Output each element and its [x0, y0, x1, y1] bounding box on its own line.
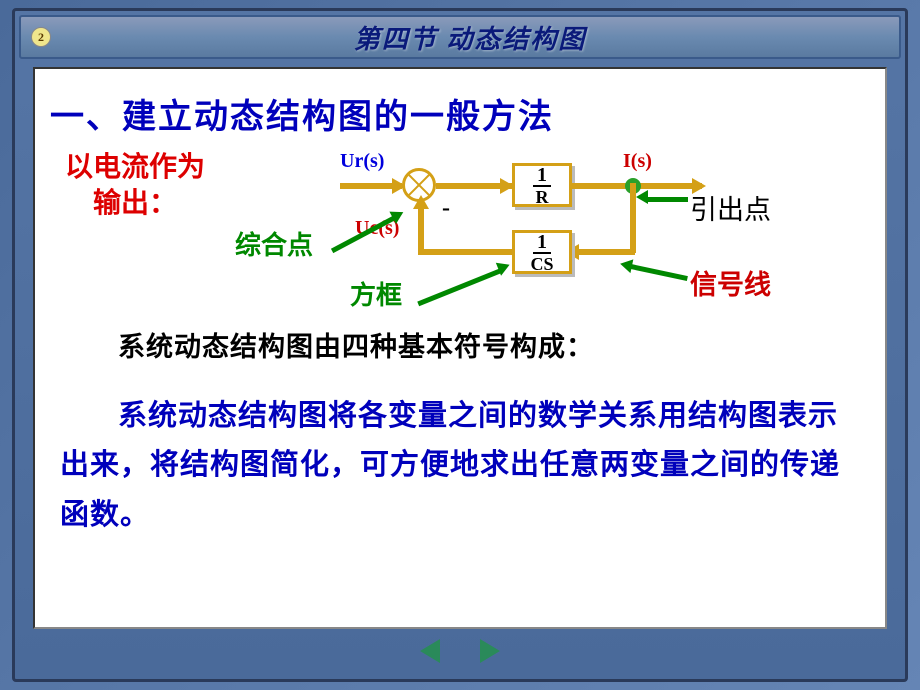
- annotation-signal: 信号线: [690, 263, 771, 302]
- body-text-symbols: 系统动态结构图由四种基本符号构成：: [118, 325, 870, 364]
- transfer-block-1cs: 1 CS: [512, 230, 572, 274]
- transfer-block-1r: 1 R: [512, 163, 572, 207]
- annotation-pickoff: 引出点: [690, 188, 771, 227]
- arrow-head-icon: [413, 195, 429, 209]
- ur-signal-label: Ur(s): [340, 150, 384, 173]
- page-title: 第四节 动态结构图: [51, 19, 889, 56]
- window-frame: 2 第四节 动态结构图 一、建立动态结构图的一般方法 以电流作为 输出： Ur(…: [12, 8, 908, 682]
- slide-number: 2: [38, 30, 44, 45]
- slide-content: 一、建立动态结构图的一般方法 以电流作为 输出： Ur(s) I(s) Uc(s…: [33, 67, 887, 629]
- slide-number-icon: 2: [31, 27, 51, 47]
- minus-sign: -: [442, 195, 450, 222]
- signal-line: [418, 249, 513, 255]
- arrow-head-icon: [636, 190, 648, 204]
- prev-button[interactable]: [420, 639, 440, 663]
- diagram-region: 以电流作为 输出： Ur(s) I(s) Uc(s) - 1 R: [50, 150, 870, 315]
- nav-footer: [15, 633, 905, 669]
- output-label: 以电流作为 输出：: [65, 150, 205, 223]
- annotation-sum-point: 综合点: [235, 225, 313, 262]
- fraction-numerator: 1: [533, 232, 551, 254]
- annotation-arrow: [646, 197, 688, 202]
- title-bar: 2 第四节 动态结构图: [19, 15, 901, 59]
- section-heading: 一、建立动态结构图的一般方法: [50, 89, 870, 138]
- fraction-denominator: R: [536, 187, 549, 206]
- next-button[interactable]: [480, 639, 500, 663]
- body-text-description: 系统动态结构图将各变量之间的数学关系用结构图表示出来，将结构图简化，可方便地求出…: [50, 392, 870, 540]
- output-label-line1: 以电流作为: [65, 152, 205, 183]
- output-label-line2: 输出：: [93, 188, 177, 219]
- fraction-denominator: CS: [530, 254, 553, 273]
- fraction-numerator: 1: [533, 165, 551, 187]
- annotation-block: 方框: [350, 275, 402, 312]
- signal-line: [418, 202, 424, 254]
- is-signal-label: I(s): [623, 150, 652, 173]
- signal-line: [573, 249, 635, 255]
